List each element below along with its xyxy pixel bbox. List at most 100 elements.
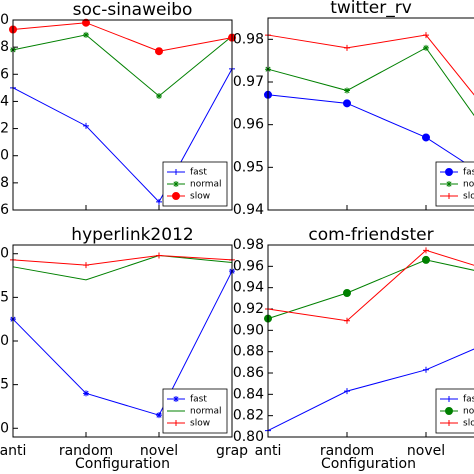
y-tick-label: 0.94 [233,202,264,218]
marker [422,133,430,142]
y-tick-label: 0.80 [233,429,264,445]
legend-marker [173,169,179,175]
y-tick-label: 5 [0,289,9,305]
subplot: hyperlink2012 0 5 0 5 0 anti random novel grap Con… [0,225,248,472]
y-tick-label: 6 [0,66,9,82]
legend-marker [173,420,179,426]
y-tick-label: 0 [0,333,9,349]
x-axis-label: Configuration [75,456,170,472]
y-tick-label: 0 [0,246,9,262]
legend-marker [173,396,179,402]
axes-frame [267,17,474,211]
legend-marker [446,420,452,426]
y-tick-label: 0.98 [233,31,264,47]
marker [422,255,430,264]
x-tick-label: anti [255,443,282,459]
legend-marker [445,168,453,176]
y-tick-label: 5 [0,377,9,393]
marker [423,44,429,51]
y-tick-label: 0.94 [233,280,264,296]
marker [423,247,429,254]
series-line [12,254,233,281]
y-tick-label: 4 [0,93,9,109]
legend-label: slow [463,419,474,429]
legend-marker [446,193,452,199]
x-tick-label: grap [216,443,248,459]
series-line [12,254,233,266]
y-tick-label: 0.96 [233,117,264,133]
marker [343,99,351,108]
legend-label: slow [190,192,210,202]
marker [344,317,350,324]
legend-label: fast [190,168,207,178]
legend-marker [173,181,179,187]
y-tick-label: 0.82 [233,408,264,424]
marker [423,366,429,373]
subplot: twitter_rv 0.94 0.95 0.96 0.97 0.98 fast normal… [233,0,474,218]
subplot: soc-sinaweibo 6 8 0 2 4 6 8 0 fast normal slow [0,0,236,218]
x-tick-label: anti [0,443,26,459]
x-tick-label: novel [407,443,445,459]
y-tick-label: 0.97 [233,74,264,90]
marker [343,289,351,297]
marker [344,388,350,395]
y-tick-label: 0 [0,420,9,436]
series-line [12,34,233,97]
marker [156,412,162,419]
legend-label: slow [190,419,210,429]
series-line [267,249,474,322]
y-tick-label: 0 [0,148,9,164]
y-tick-label: 8 [0,175,9,191]
x-tick-label: random [59,443,113,459]
y-tick-label: 2 [0,121,9,137]
series-line [12,22,233,52]
legend-label: normal [190,407,222,417]
y-tick-label: 0.90 [233,322,264,338]
legend-label: fast [463,168,474,178]
series-line [12,270,233,416]
axes-frame [267,244,474,438]
y-tick-label: 0.86 [233,365,264,381]
x-tick-label: random [320,443,374,459]
marker [155,47,163,56]
series-line [12,68,233,203]
legend-marker [172,192,180,200]
series-line [267,47,474,117]
marker [344,44,350,51]
marker [83,262,89,269]
marker [344,87,350,94]
legend-label: normal [463,180,474,190]
y-tick-label: 0.96 [233,258,264,274]
y-tick-label: 0.98 [233,237,264,253]
marker [156,198,162,205]
subplot-title: twitter_rv [330,0,412,18]
subplot: com-friendster 0.80 0.82 0.84 0.86 0.88 0.90 0.… [233,225,474,472]
series-line [267,34,474,96]
axes-frame [12,19,233,211]
subplot-title: soc-sinaweibo [73,0,193,20]
legend-label: slow [463,192,474,202]
legend-label: fast [190,395,207,405]
y-tick-label: 0.95 [233,159,264,175]
marker [83,122,89,129]
legend-label: normal [463,407,474,417]
y-tick-label: 0.84 [233,386,264,402]
marker [156,252,162,259]
series-line [267,259,474,320]
marker [156,93,162,99]
marker [83,31,89,38]
y-tick-label: 0.92 [233,301,264,317]
subplot-title: hyperlink2012 [71,225,193,245]
y-tick-label: 6 [0,202,9,218]
y-tick-label: 8 [0,39,9,55]
subplot-title: com-friendster [308,225,433,245]
marker [82,18,90,27]
x-axis-label: Configuration [321,456,416,472]
marker [423,32,429,39]
y-tick-label: 0 [0,12,9,28]
legend-marker [446,396,452,402]
series-line [267,348,474,432]
x-tick-label: novel [140,443,178,459]
legend-label: normal [190,180,222,190]
